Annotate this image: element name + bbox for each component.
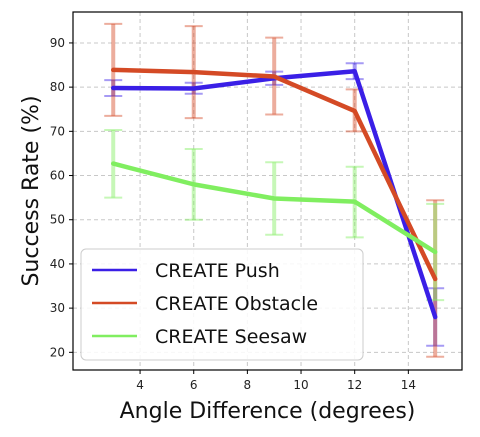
x-tick-label: 14	[401, 378, 416, 392]
y-tick-label: 80	[50, 80, 65, 94]
data-point-create-seesaw	[111, 162, 115, 166]
data-point-create-push	[353, 69, 357, 73]
legend-label-obstacle: CREATE Obstacle	[155, 293, 318, 315]
data-point-create-obstacle	[353, 109, 357, 113]
legend-label-seesaw: CREATE Seesaw	[155, 326, 307, 348]
series-lines	[110, 67, 438, 320]
data-point-create-obstacle	[111, 68, 115, 72]
legend-label-push: CREATE Push	[155, 260, 280, 282]
x-tick-label: 10	[293, 378, 308, 392]
x-axis-label: Angle Difference (degrees)	[120, 399, 416, 424]
x-tick-label: 4	[136, 378, 144, 392]
y-tick-label: 20	[50, 345, 65, 359]
data-point-create-obstacle	[433, 277, 437, 281]
data-point-create-seesaw	[272, 197, 276, 201]
data-point-create-push	[433, 315, 437, 319]
legend-box	[80, 248, 364, 361]
data-point-create-push	[111, 86, 115, 90]
x-tick-label: 12	[347, 378, 362, 392]
y-tick-label: 60	[50, 169, 65, 183]
y-tick-label: 50	[50, 213, 65, 227]
y-tick-label: 70	[50, 124, 65, 138]
data-point-create-seesaw	[353, 200, 357, 204]
x-tick-label: 6	[190, 378, 198, 392]
data-point-create-obstacle	[272, 75, 276, 79]
y-tick-label: 30	[50, 301, 65, 315]
y-axis-label: Success Rate (%)	[19, 95, 44, 286]
data-point-create-obstacle	[192, 70, 196, 74]
x-tick-label: 8	[244, 378, 252, 392]
data-point-create-seesaw	[192, 182, 196, 186]
plot-area-frame	[72, 11, 463, 371]
axis-ticks: 4 6 8 10 12 14 20 30 40 50 60 70 80 90	[50, 36, 416, 392]
legend: CREATE Push CREATE Obstacle CREATE Seesa…	[80, 248, 364, 361]
y-tick-label: 40	[50, 257, 65, 271]
data-point-create-seesaw	[433, 250, 437, 254]
data-point-create-push	[192, 86, 196, 90]
y-tick-label: 90	[50, 36, 65, 50]
